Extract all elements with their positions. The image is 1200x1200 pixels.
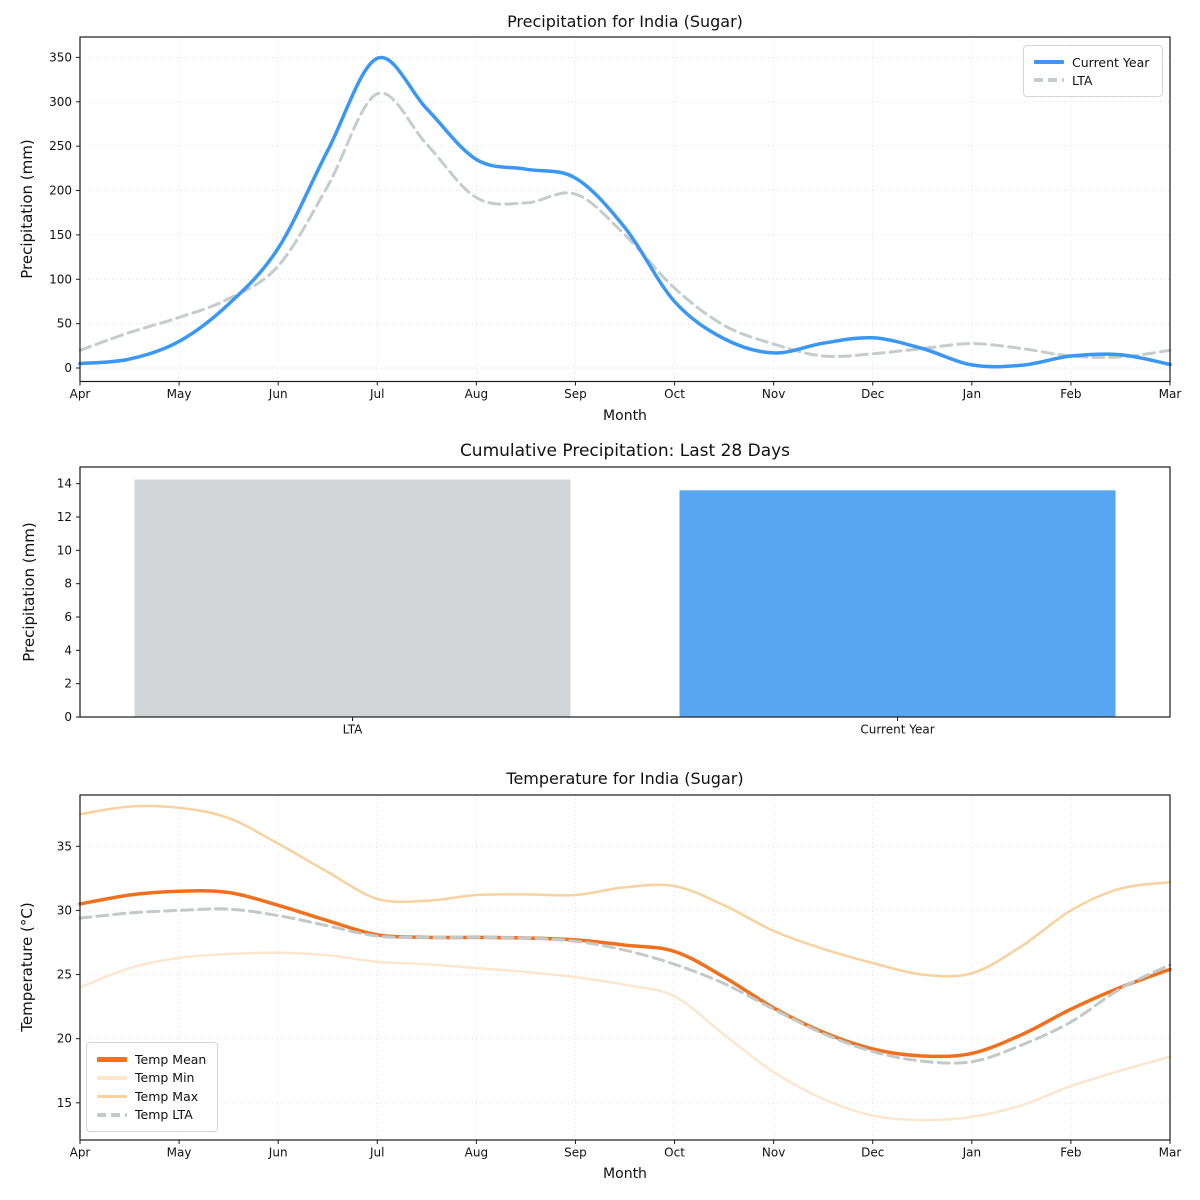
- series-line-temp-mean: [78, 889, 1172, 1059]
- y-axis-label: Precipitation (mm): [20, 522, 38, 662]
- x-tick-label: Feb: [1060, 1146, 1081, 1160]
- y-axis-label: Precipitation (mm): [18, 139, 36, 279]
- chart-title: Precipitation for India (Sugar): [507, 12, 743, 31]
- y-tick-label: 300: [49, 95, 72, 109]
- y-axis-label: Temperature (°C): [18, 902, 36, 1032]
- x-tick-label: Jun: [268, 387, 288, 401]
- y-tick-label: 350: [49, 50, 72, 64]
- temp-min-line-sample: [97, 1076, 127, 1080]
- y-tick-label: 6: [64, 610, 72, 624]
- x-tick-label: Dec: [861, 1146, 884, 1160]
- legend-item: Temp Max: [97, 1089, 207, 1104]
- y-tick-label: 25: [57, 968, 72, 982]
- series-line-current-year: [78, 55, 1172, 369]
- x-tick-label: Jul: [369, 1146, 384, 1160]
- x-tick-label: Mar: [1159, 387, 1182, 401]
- x-tick-label: Aug: [465, 1146, 488, 1160]
- chart-title: Temperature for India (Sugar): [506, 769, 744, 788]
- y-tick-label: 250: [49, 139, 72, 153]
- x-tick-label: Feb: [1060, 387, 1081, 401]
- current-year-line-sample: [1034, 59, 1064, 65]
- x-tick-label: Jul: [369, 387, 384, 401]
- legend-item: LTA: [1034, 73, 1152, 88]
- x-axis-label: Month: [603, 408, 647, 424]
- temp-lta-dashed-line-sample: [97, 1112, 127, 1117]
- temp-mean-line-sample: [97, 1057, 127, 1062]
- y-tick-label: 200: [49, 184, 72, 198]
- legend: Temp Mean Temp Min Temp Max Temp LTA: [86, 1042, 218, 1132]
- legend: Current Year LTA: [1023, 45, 1163, 97]
- x-tick-label: Oct: [664, 387, 685, 401]
- legend-item: Current Year: [1034, 55, 1152, 70]
- y-tick-label: 20: [57, 1032, 72, 1046]
- x-tick-label: Aug: [465, 387, 488, 401]
- bar-lta: [134, 479, 571, 717]
- x-tick-label: Sep: [564, 1146, 587, 1160]
- legend-item: Temp Min: [97, 1070, 207, 1085]
- x-tick-label: Jan: [962, 387, 982, 401]
- plot-border: [79, 794, 1171, 1141]
- x-tick-label: May: [167, 1146, 192, 1160]
- plot-border: [79, 466, 1171, 718]
- legend-item: Temp LTA: [97, 1107, 207, 1122]
- y-tick-label: 15: [57, 1096, 72, 1110]
- legend-label: Current Year: [1072, 54, 1150, 70]
- legend-label: Temp Min: [135, 1070, 195, 1086]
- x-axis-label: Month: [603, 1166, 647, 1182]
- y-tick-label: 30: [57, 903, 72, 917]
- y-tick-label: 14: [57, 477, 72, 491]
- legend-item: Temp Mean: [97, 1052, 207, 1067]
- x-tick-label: Oct: [664, 1146, 685, 1160]
- y-tick-label: 35: [57, 839, 72, 853]
- bar-current-year: [679, 490, 1116, 717]
- x-tick-label: Sep: [564, 387, 587, 401]
- legend-label: LTA: [1072, 72, 1093, 88]
- y-tick-label: 12: [57, 510, 72, 524]
- x-tick-label: Apr: [70, 1146, 91, 1160]
- y-tick-label: 4: [64, 643, 72, 657]
- y-tick-label: 0: [64, 710, 72, 724]
- series-line-temp-max: [78, 804, 1172, 978]
- legend-label: Temp LTA: [135, 1107, 193, 1123]
- x-tick-label: LTA: [343, 723, 363, 737]
- series-line-temp-lta: [78, 907, 1172, 1065]
- lta-dashed-line-sample: [1034, 78, 1064, 82]
- y-tick-label: 100: [49, 272, 72, 286]
- y-tick-label: 0: [64, 361, 72, 375]
- y-tick-label: 2: [64, 677, 72, 691]
- legend-label: Temp Mean: [135, 1051, 207, 1067]
- y-tick-label: 8: [64, 577, 72, 591]
- y-tick-label: 10: [57, 543, 72, 557]
- x-tick-label: May: [167, 387, 192, 401]
- plot-border: [79, 36, 1171, 383]
- x-tick-label: Mar: [1159, 1146, 1182, 1160]
- legend-label: Temp Max: [135, 1088, 199, 1104]
- chart-title: Cumulative Precipitation: Last 28 Days: [459, 441, 791, 461]
- x-tick-label: Dec: [861, 387, 884, 401]
- x-tick-label: Current Year: [860, 723, 934, 737]
- x-tick-label: Jan: [962, 1146, 982, 1160]
- x-tick-label: Apr: [70, 387, 91, 401]
- series-line-temp-min: [78, 951, 1172, 1122]
- x-tick-label: Jun: [268, 1146, 288, 1160]
- series-line-lta: [78, 91, 1172, 359]
- y-tick-label: 50: [57, 317, 72, 331]
- y-tick-label: 150: [49, 228, 72, 242]
- x-tick-label: Nov: [762, 1146, 785, 1160]
- temp-max-line-sample: [97, 1094, 127, 1098]
- x-tick-label: Nov: [762, 387, 785, 401]
